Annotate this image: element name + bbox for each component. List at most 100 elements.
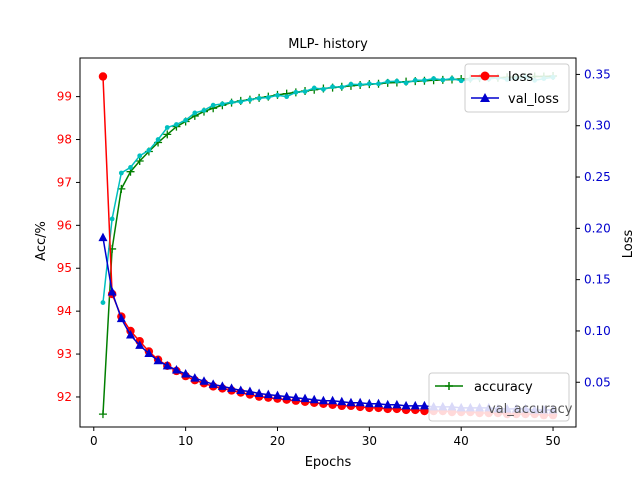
point-val-accuracy bbox=[137, 153, 143, 159]
point-val-loss bbox=[153, 355, 163, 365]
legend-val-loss-label: val_loss bbox=[508, 92, 559, 107]
left-y-tick-label: 97 bbox=[57, 175, 72, 189]
point-val-loss bbox=[282, 391, 292, 401]
point-val-accuracy bbox=[339, 84, 345, 90]
point-val-accuracy bbox=[183, 117, 189, 123]
x-tick-label: 40 bbox=[454, 434, 469, 448]
x-tick-label: 50 bbox=[545, 434, 560, 448]
left-y-tick-label: 96 bbox=[57, 218, 72, 232]
point-val-loss bbox=[291, 392, 301, 402]
legend-loss-marker bbox=[480, 71, 490, 81]
point-val-accuracy bbox=[265, 95, 271, 100]
x-tick-label: 30 bbox=[362, 434, 377, 448]
legend-box-accuracy bbox=[428, 372, 570, 422]
point-val-loss bbox=[98, 232, 108, 242]
point-val-accuracy bbox=[284, 94, 290, 100]
right-y-tick-label: 0.25 bbox=[584, 170, 611, 184]
right-y-tick-label: 0.10 bbox=[584, 324, 611, 338]
point-val-accuracy bbox=[100, 300, 106, 305]
point-val-accuracy bbox=[330, 84, 335, 90]
point-val-accuracy bbox=[293, 89, 299, 95]
x-tick-label: 20 bbox=[270, 434, 285, 448]
left-y-tick-label: 92 bbox=[57, 390, 72, 404]
point-val-loss bbox=[410, 400, 420, 410]
left-y-tick-label: 98 bbox=[57, 133, 72, 147]
point-val-loss bbox=[401, 400, 411, 410]
point-val-loss bbox=[300, 393, 310, 403]
chart-title: MLP- history bbox=[288, 37, 368, 52]
point-accuracy bbox=[163, 130, 172, 139]
point-val-accuracy bbox=[403, 80, 409, 86]
point-val-loss bbox=[392, 399, 402, 409]
right-y-tick-label: 0.20 bbox=[584, 221, 611, 235]
point-val-loss bbox=[162, 360, 172, 370]
right-y-tick-label: 0.05 bbox=[584, 375, 611, 389]
legend-accuracy-marker bbox=[445, 382, 453, 390]
legend-val-loss-marker bbox=[480, 93, 490, 102]
legend-top-right: loss val_loss bbox=[464, 63, 570, 113]
left-y-axis-label: Acc/% bbox=[34, 221, 49, 261]
point-val-accuracy bbox=[275, 92, 280, 98]
point-val-loss bbox=[272, 390, 282, 400]
plot-frame bbox=[79, 57, 577, 428]
x-tick-label: 0 bbox=[90, 434, 98, 448]
point-val-accuracy bbox=[109, 216, 115, 222]
left-y-tick-label: 95 bbox=[57, 261, 72, 275]
point-val-loss bbox=[236, 385, 246, 394]
point-val-accuracy bbox=[201, 107, 207, 113]
point-val-accuracy bbox=[219, 101, 225, 107]
point-val-loss bbox=[254, 388, 264, 398]
point-val-accuracy bbox=[431, 76, 437, 81]
point-val-accuracy bbox=[385, 79, 391, 84]
point-val-loss bbox=[227, 383, 237, 392]
point-val-accuracy bbox=[302, 89, 308, 94]
right-y-tick-label: 0.15 bbox=[584, 273, 611, 287]
point-val-loss bbox=[116, 313, 126, 323]
point-val-accuracy bbox=[321, 86, 326, 92]
point-accuracy bbox=[135, 156, 144, 165]
x-axis-label: Epochs bbox=[305, 455, 352, 470]
point-val-accuracy bbox=[118, 170, 124, 176]
point-val-accuracy bbox=[440, 77, 446, 83]
point-val-accuracy bbox=[412, 77, 418, 83]
left-y-tick-label: 93 bbox=[57, 347, 72, 361]
point-val-loss bbox=[263, 389, 273, 399]
legend-accuracy-label: accuracy bbox=[474, 380, 533, 395]
point-val-loss bbox=[364, 398, 374, 408]
right-y-tick-label: 0.30 bbox=[584, 119, 611, 133]
left-y-tick-label: 94 bbox=[57, 304, 72, 318]
right-y-axis-label: Loss bbox=[621, 230, 636, 259]
point-val-accuracy bbox=[238, 99, 244, 105]
point-accuracy bbox=[98, 410, 107, 419]
left-y-tick-label: 99 bbox=[57, 90, 72, 104]
point-val-accuracy bbox=[229, 99, 234, 105]
point-val-loss bbox=[126, 330, 136, 339]
point-val-loss bbox=[318, 395, 328, 405]
point-val-accuracy bbox=[348, 81, 354, 87]
legend-val-accuracy-label: val_accuracy bbox=[488, 402, 573, 417]
point-val-loss bbox=[135, 340, 145, 349]
point-val-loss bbox=[171, 364, 181, 374]
point-val-accuracy bbox=[164, 125, 170, 130]
point-val-accuracy bbox=[366, 81, 372, 87]
point-val-accuracy bbox=[128, 165, 133, 170]
point-val-loss bbox=[181, 369, 191, 378]
point-val-accuracy bbox=[247, 97, 253, 103]
point-val-loss bbox=[374, 398, 384, 408]
point-val-loss bbox=[217, 381, 227, 390]
point-val-accuracy bbox=[311, 85, 317, 91]
point-val-accuracy bbox=[174, 122, 179, 127]
point-val-loss bbox=[245, 386, 255, 395]
point-val-accuracy bbox=[458, 78, 464, 84]
point-val-loss bbox=[337, 396, 347, 406]
point-val-accuracy bbox=[192, 110, 198, 116]
point-loss bbox=[98, 72, 108, 81]
legend-loss-label: loss bbox=[508, 70, 533, 85]
point-val-loss bbox=[190, 373, 200, 382]
point-val-accuracy bbox=[155, 137, 161, 142]
point-val-loss bbox=[309, 394, 319, 404]
point-val-loss bbox=[346, 397, 356, 407]
point-val-accuracy bbox=[449, 76, 455, 81]
legend-lower-right: accuracy val_accuracy bbox=[428, 372, 573, 422]
